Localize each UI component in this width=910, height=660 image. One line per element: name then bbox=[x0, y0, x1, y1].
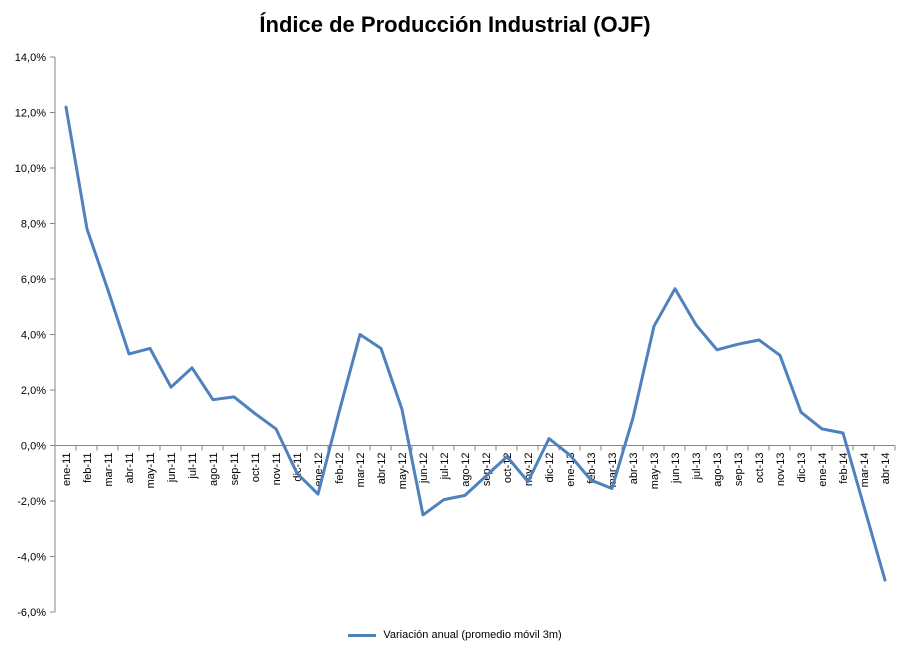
data-point bbox=[212, 398, 214, 401]
data-point bbox=[359, 333, 361, 336]
x-tick-label: feb-14 bbox=[838, 453, 850, 484]
data-point bbox=[821, 428, 823, 430]
data-point bbox=[380, 347, 382, 350]
x-tick-label: oct-11 bbox=[250, 453, 262, 483]
x-tick-label: sep-13 bbox=[733, 453, 745, 487]
data-point bbox=[506, 455, 508, 458]
data-point bbox=[653, 325, 655, 328]
x-tick-label: abr-14 bbox=[880, 453, 892, 485]
data-point bbox=[107, 289, 109, 291]
data-point bbox=[149, 347, 151, 350]
y-tick-label: 8,0% bbox=[21, 219, 46, 231]
data-point bbox=[422, 514, 424, 516]
data-point bbox=[737, 343, 739, 346]
data-point bbox=[611, 487, 613, 490]
y-tick-label: 4,0% bbox=[21, 330, 46, 342]
data-point bbox=[275, 428, 277, 430]
x-tick-label: feb-12 bbox=[334, 453, 346, 484]
data-point bbox=[527, 480, 529, 483]
y-tick-label: 0,0% bbox=[21, 441, 46, 453]
x-tick-label: jun-11 bbox=[166, 453, 178, 484]
x-tick-label: nov-13 bbox=[775, 453, 787, 487]
data-point bbox=[464, 494, 466, 497]
x-tick-label: abr-13 bbox=[628, 453, 640, 485]
data-point bbox=[443, 498, 445, 501]
x-tick-label: mar-11 bbox=[103, 453, 115, 487]
data-point bbox=[716, 349, 718, 351]
y-tick-label: -4,0% bbox=[17, 552, 46, 564]
data-point bbox=[590, 479, 592, 482]
x-tick-label: dic-12 bbox=[544, 453, 556, 483]
series-line bbox=[64, 105, 887, 582]
x-tick-label: jul-13 bbox=[691, 453, 703, 481]
x-tick-label: jul-12 bbox=[439, 453, 451, 481]
data-point bbox=[317, 493, 319, 495]
x-tick-label: dic-13 bbox=[796, 453, 808, 483]
x-tick-label: ago-13 bbox=[712, 453, 724, 487]
data-point bbox=[800, 411, 802, 414]
data-point bbox=[863, 505, 865, 508]
data-point bbox=[401, 408, 403, 411]
x-tick-label: ene-11 bbox=[61, 453, 73, 486]
data-point bbox=[128, 353, 130, 355]
data-point bbox=[296, 472, 298, 475]
x-tick-label: ago-11 bbox=[208, 453, 220, 486]
x-tick-label: mar-12 bbox=[355, 453, 367, 488]
data-point bbox=[695, 324, 697, 326]
data-point bbox=[779, 354, 781, 357]
data-point bbox=[191, 367, 193, 369]
x-tick-label: ago-12 bbox=[460, 453, 472, 487]
x-tick-label: may-11 bbox=[145, 453, 157, 489]
x-tick-label: may-13 bbox=[649, 453, 661, 490]
x-tick-label: sep-11 bbox=[229, 453, 241, 486]
y-tick-label: -2,0% bbox=[17, 496, 46, 508]
x-tick-label: nov-11 bbox=[271, 453, 283, 486]
data-point bbox=[170, 386, 172, 389]
x-tick-label: ene-14 bbox=[817, 453, 829, 487]
data-point bbox=[569, 454, 571, 457]
data-point bbox=[338, 411, 340, 414]
x-tick-label: jun-13 bbox=[670, 453, 682, 485]
x-tick-label: dic-11 bbox=[292, 453, 304, 482]
legend: Variación anual (promedio móvil 3m) bbox=[0, 629, 910, 641]
y-tick-label: 12,0% bbox=[15, 108, 46, 120]
y-tick-label: -6,0% bbox=[17, 607, 46, 619]
x-tick-label: may-12 bbox=[397, 453, 409, 490]
data-point bbox=[758, 339, 760, 341]
data-point bbox=[548, 437, 550, 440]
y-tick-label: 14,0% bbox=[15, 52, 46, 64]
data-point bbox=[86, 228, 88, 230]
data-point bbox=[254, 412, 256, 415]
data-point bbox=[65, 106, 67, 108]
data-point bbox=[842, 432, 844, 434]
data-point bbox=[674, 287, 676, 290]
data-point bbox=[485, 475, 487, 477]
y-tick-label: 6,0% bbox=[21, 274, 46, 286]
x-tick-label: jun-12 bbox=[418, 453, 430, 485]
chart-title: Índice de Producción Industrial (OJF) bbox=[259, 12, 651, 37]
x-tick-label: abr-12 bbox=[376, 453, 388, 485]
legend-swatch bbox=[348, 633, 377, 637]
y-tick-label: 2,0% bbox=[21, 385, 46, 397]
legend-label: Variación anual (promedio móvil 3m) bbox=[383, 629, 562, 642]
data-point bbox=[632, 417, 634, 419]
x-tick-label: feb-11 bbox=[82, 453, 94, 483]
x-tick-label: jul-11 bbox=[187, 453, 199, 480]
y-tick-label: 10,0% bbox=[15, 163, 46, 175]
x-tick-label: mar-14 bbox=[859, 453, 871, 488]
x-tick-label: oct-13 bbox=[754, 453, 766, 484]
data-point bbox=[233, 396, 235, 398]
data-point bbox=[884, 579, 886, 581]
x-tick-label: abr-11 bbox=[124, 453, 136, 484]
